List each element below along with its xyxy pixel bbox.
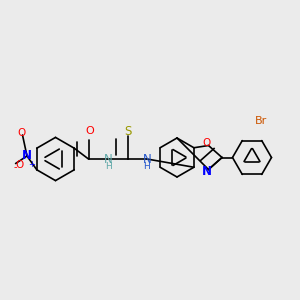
Text: +: + xyxy=(28,160,34,169)
Text: H: H xyxy=(144,162,150,171)
Text: N: N xyxy=(22,148,32,162)
Text: O: O xyxy=(17,128,25,138)
Text: N: N xyxy=(142,153,152,166)
Text: O: O xyxy=(85,125,94,136)
Text: N: N xyxy=(202,165,212,178)
Text: O: O xyxy=(16,160,24,170)
Text: O: O xyxy=(203,137,211,148)
Text: S: S xyxy=(124,124,131,138)
Text: -: - xyxy=(14,162,17,172)
Text: Br: Br xyxy=(255,116,267,126)
Text: H: H xyxy=(105,162,111,171)
Text: N: N xyxy=(103,153,112,166)
